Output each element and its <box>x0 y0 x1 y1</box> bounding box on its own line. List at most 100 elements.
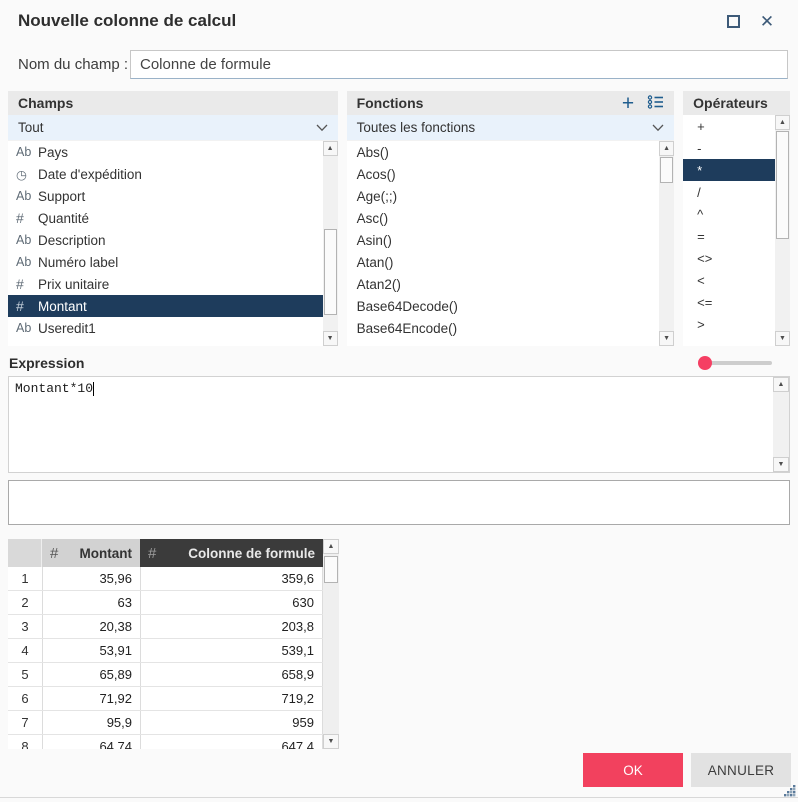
cell-montant: 95,9 <box>42 711 140 734</box>
expression-scrollbar[interactable]: ▲ ▼ <box>773 377 789 472</box>
table-scrollbar[interactable]: ▲ ▼ <box>323 539 339 749</box>
cell-formule: 630 <box>140 591 323 614</box>
operator-list-item[interactable]: < <box>683 269 775 291</box>
field-list-item[interactable]: Ab Numéro label <box>8 251 323 273</box>
field-list-item[interactable]: Ab Support <box>8 185 323 207</box>
slider-thumb[interactable] <box>698 356 712 370</box>
function-label: Atan() <box>356 254 394 270</box>
column-header-formule: # Colonne de formule <box>140 539 323 567</box>
function-list-item[interactable]: Atan2() <box>347 273 660 295</box>
scroll-down-icon[interactable]: ▼ <box>322 331 338 346</box>
cell-montant: 35,96 <box>42 567 140 590</box>
operator-list-item[interactable]: > <box>683 313 775 335</box>
scroll-up-icon[interactable]: ▲ <box>659 141 675 156</box>
scroll-down-icon[interactable]: ▼ <box>773 457 789 472</box>
row-number: 5 <box>21 667 29 682</box>
expression-editor[interactable]: Montant*10 ▲ ▼ <box>8 376 790 473</box>
functions-panel-header: Fonctions + <box>346 91 675 115</box>
row-number: 7 <box>21 715 29 730</box>
operator-label: - <box>697 140 702 156</box>
field-label: Quantité <box>38 210 90 226</box>
field-list-item[interactable]: # Prix unitaire <box>8 273 323 295</box>
field-list-item[interactable]: Ab Pays <box>8 141 323 163</box>
field-label: Date d'expédition <box>38 166 142 182</box>
scrollbar-thumb[interactable] <box>324 556 338 583</box>
operator-list-item[interactable]: <= <box>683 291 775 313</box>
table-row: 6 71,92 719,2 <box>8 687 339 711</box>
slider-track <box>698 361 772 365</box>
close-button[interactable]: ✕ <box>750 6 784 36</box>
field-list-item[interactable]: Ab Description <box>8 229 323 251</box>
function-label: Asin() <box>356 232 392 248</box>
cell-montant: 64,74 <box>42 735 140 749</box>
cell-formule: 359,6 <box>140 567 323 590</box>
function-list-item[interactable]: Age(;;) <box>347 185 660 207</box>
operator-list-item[interactable]: <> <box>683 247 775 269</box>
fields-list-wrap: Ab Pays ◷ Date d'expédition Ab Support #… <box>8 141 338 346</box>
function-list-item[interactable]: Asin() <box>347 229 660 251</box>
operator-list-item[interactable]: + <box>683 115 775 137</box>
fields-filter-dropdown[interactable]: Tout <box>8 115 338 141</box>
resize-grip-icon[interactable] <box>784 784 796 797</box>
functions-filter-dropdown[interactable]: Toutes les fonctions <box>346 115 675 141</box>
field-label: Support <box>38 188 86 204</box>
operator-list-item[interactable]: * <box>683 159 775 181</box>
fields-panel: Champs Tout Ab Pays ◷ Date d'expéditi <box>8 91 338 346</box>
table-body: 1 35,96 359,6 2 63 630 3 20,38 203,8 4 5… <box>8 567 339 749</box>
table-row: 7 95,9 959 <box>8 711 339 735</box>
zoom-slider[interactable] <box>698 356 772 370</box>
number-field-icon: # <box>16 276 24 292</box>
list-options-icon[interactable] <box>647 94 664 113</box>
function-list-item[interactable]: Atan() <box>347 251 660 273</box>
scroll-up-icon[interactable]: ▲ <box>322 141 338 156</box>
footer-buttons: OK ANNULER <box>583 753 791 787</box>
fields-filter-value: Tout <box>18 120 44 135</box>
scrollbar-thumb[interactable] <box>323 229 337 315</box>
chevron-down-icon <box>316 124 328 132</box>
operator-list-item[interactable]: ^ <box>683 203 775 225</box>
operator-label: ^ <box>697 206 704 222</box>
cancel-button[interactable]: ANNULER <box>691 753 791 787</box>
scroll-down-icon[interactable]: ▼ <box>775 331 790 346</box>
field-list-item[interactable]: # Montant <box>8 295 323 317</box>
scroll-down-icon[interactable]: ▼ <box>323 734 339 749</box>
scrollbar-thumb[interactable] <box>660 157 674 183</box>
function-list-item[interactable]: Acos() <box>347 163 660 185</box>
cell-formule: 539,1 <box>140 639 323 662</box>
scroll-up-icon[interactable]: ▲ <box>775 115 790 130</box>
chevron-down-icon <box>652 124 664 132</box>
operator-list-item[interactable]: / <box>683 181 775 203</box>
operator-label: + <box>697 118 705 134</box>
scroll-up-icon[interactable]: ▲ <box>773 377 789 392</box>
function-list-item[interactable]: Base64Encode() <box>347 317 660 339</box>
operator-label: > <box>697 316 705 332</box>
error-message-box <box>8 480 790 525</box>
field-list-item[interactable]: Ab Useredit1 <box>8 317 323 339</box>
function-label: Base64Decode() <box>356 298 458 314</box>
field-list-item[interactable]: # Quantité <box>8 207 323 229</box>
table-row: 2 63 630 <box>8 591 339 615</box>
scroll-down-icon[interactable]: ▼ <box>659 331 675 346</box>
ok-button[interactable]: OK <box>583 753 683 787</box>
scrollbar-thumb[interactable] <box>776 131 789 239</box>
operator-label: / <box>697 184 701 200</box>
fields-scrollbar[interactable]: ▲ ▼ <box>322 141 338 346</box>
text-field-icon: Ab <box>16 321 32 335</box>
maximize-button[interactable] <box>716 6 750 36</box>
operator-list-item[interactable]: - <box>683 137 775 159</box>
operators-scrollbar[interactable]: ▲ ▼ <box>775 115 790 346</box>
function-list-item[interactable]: Base64Decode() <box>347 295 660 317</box>
operator-list-item[interactable]: = <box>683 225 775 247</box>
function-list-item[interactable]: Abs() <box>347 141 660 163</box>
field-list-item[interactable]: ◷ Date d'expédition <box>8 163 323 185</box>
functions-scrollbar[interactable]: ▲ ▼ <box>659 141 675 346</box>
field-name-label: Nom du champ : <box>18 56 129 73</box>
add-icon[interactable]: + <box>621 91 635 115</box>
operators-list-wrap: + - * / ^ = <> <box>683 115 790 346</box>
scroll-up-icon[interactable]: ▲ <box>323 539 339 554</box>
cell-montant: 71,92 <box>42 687 140 710</box>
field-name-input[interactable] <box>130 50 788 79</box>
function-list-item[interactable]: Asc() <box>347 207 660 229</box>
text-field-icon: Ab <box>16 255 32 269</box>
function-label: Asc() <box>356 210 389 226</box>
